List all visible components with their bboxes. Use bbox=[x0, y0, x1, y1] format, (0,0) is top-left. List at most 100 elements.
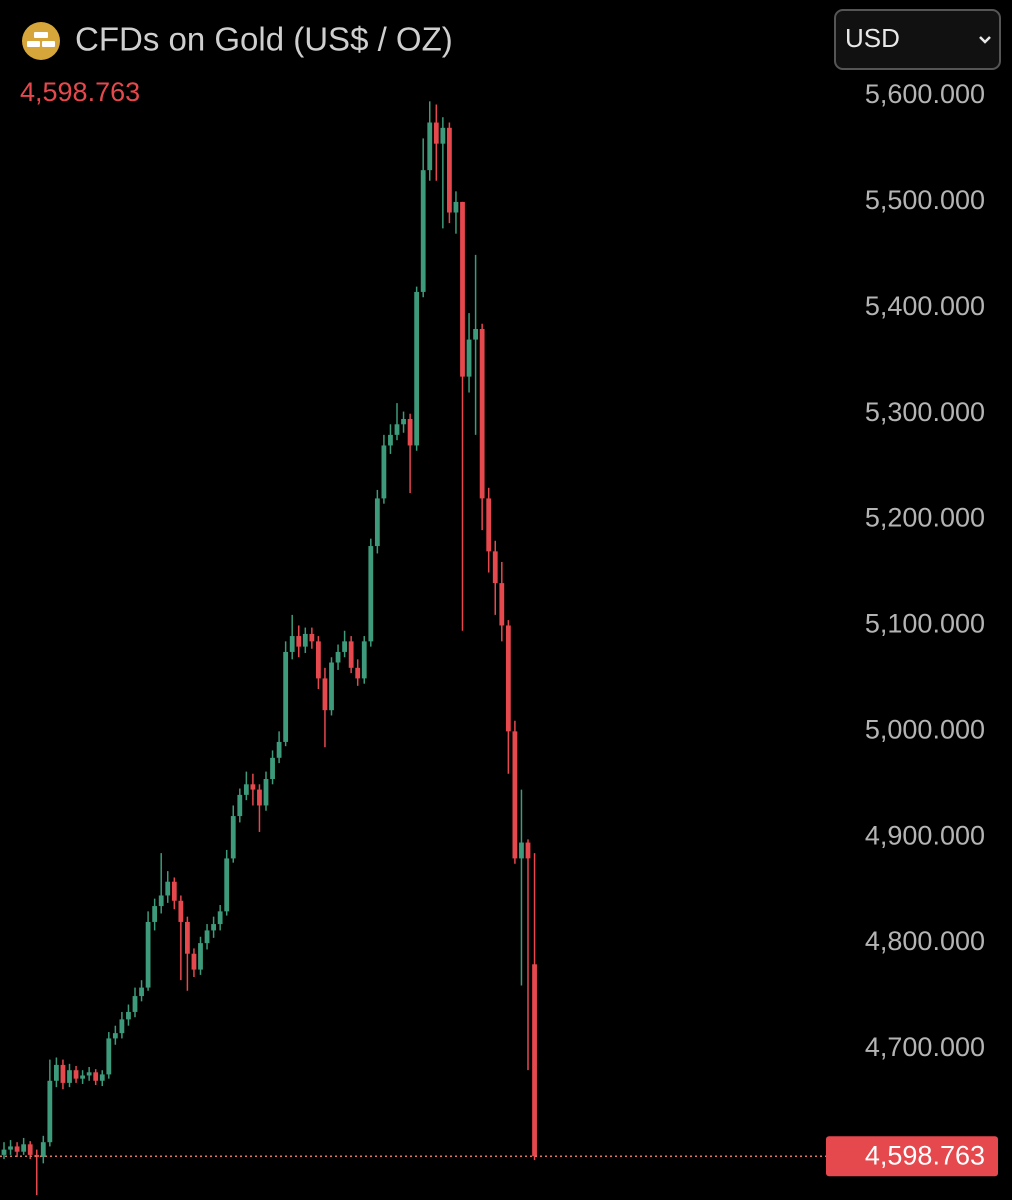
y-tick-label: 5,400.000 bbox=[865, 291, 985, 321]
candle-body bbox=[27, 1144, 33, 1155]
candle-body bbox=[433, 122, 439, 144]
candle-body bbox=[460, 201, 465, 377]
candle-body bbox=[329, 662, 334, 711]
candle-body bbox=[152, 906, 158, 922]
candle-body bbox=[178, 900, 184, 922]
candle-body bbox=[368, 546, 374, 642]
currency-selector[interactable]: USD bbox=[834, 9, 1001, 70]
candle-body bbox=[80, 1075, 85, 1079]
currency-label[interactable]: USD bbox=[845, 23, 900, 53]
candle-body bbox=[67, 1070, 72, 1083]
candle-body bbox=[309, 633, 315, 642]
candle-body bbox=[414, 291, 420, 446]
y-tick-label: 4,700.000 bbox=[865, 1032, 985, 1062]
candle-body bbox=[407, 418, 413, 446]
candle-body bbox=[486, 498, 492, 552]
candle-body bbox=[119, 1019, 125, 1034]
candle-body bbox=[499, 583, 505, 626]
candle-body bbox=[191, 953, 197, 970]
candle-body bbox=[401, 418, 406, 425]
candle-body bbox=[289, 636, 295, 652]
candle-body bbox=[21, 1144, 27, 1152]
candle-body bbox=[466, 339, 472, 377]
candle-body bbox=[132, 996, 138, 1012]
candle-body bbox=[158, 895, 164, 907]
candle-body bbox=[171, 881, 177, 901]
last-price-box bbox=[826, 1136, 998, 1177]
candle-body bbox=[217, 911, 223, 925]
candle-body bbox=[420, 170, 426, 292]
candle-body bbox=[342, 641, 347, 652]
y-tick-label: 5,300.000 bbox=[865, 397, 985, 427]
candle-body bbox=[348, 641, 354, 668]
candle-body bbox=[512, 731, 518, 859]
candle-body bbox=[322, 678, 328, 711]
y-tick-label: 4,800.000 bbox=[865, 926, 985, 956]
candle-body bbox=[99, 1074, 105, 1081]
candle-body bbox=[112, 1033, 118, 1039]
candle-body bbox=[185, 921, 190, 954]
candle-body bbox=[525, 842, 531, 859]
candle-body bbox=[257, 789, 262, 806]
candle-body bbox=[302, 633, 308, 647]
candle-body bbox=[532, 964, 537, 1157]
candle-body bbox=[73, 1070, 79, 1079]
candle-body bbox=[14, 1146, 20, 1152]
candle-body bbox=[230, 816, 236, 859]
candle-body bbox=[473, 328, 478, 340]
candle-body bbox=[276, 741, 282, 758]
gold-icon bbox=[22, 22, 60, 60]
current-price: 4,598.763 bbox=[20, 77, 140, 107]
candle-body bbox=[40, 1142, 46, 1158]
candle-body bbox=[263, 778, 269, 806]
chart-title: CFDs on Gold (US$ / OZ) bbox=[75, 21, 453, 58]
candle-body bbox=[479, 328, 485, 499]
candle-body bbox=[60, 1064, 66, 1083]
candle-body bbox=[204, 930, 210, 944]
candle-body bbox=[296, 636, 302, 647]
y-tick-label: 4,900.000 bbox=[865, 820, 985, 850]
candle-body bbox=[361, 641, 367, 679]
y-tick-label: 5,500.000 bbox=[865, 185, 985, 215]
candle-body bbox=[453, 201, 459, 213]
candle-body bbox=[8, 1146, 13, 1150]
candle-body bbox=[250, 784, 256, 790]
candle-body bbox=[224, 858, 230, 912]
candle-body bbox=[47, 1080, 53, 1143]
candle-body bbox=[270, 757, 275, 779]
candle-body bbox=[1, 1149, 7, 1155]
candle-body bbox=[355, 667, 361, 679]
candle-body bbox=[447, 127, 452, 213]
candle-body bbox=[492, 551, 498, 584]
candle-body bbox=[198, 943, 203, 970]
candle-body bbox=[86, 1072, 92, 1076]
y-tick-label: 5,200.000 bbox=[865, 503, 985, 533]
candle-body bbox=[388, 434, 393, 446]
candle-body bbox=[427, 122, 433, 171]
candle-body bbox=[394, 424, 400, 435]
candle-body bbox=[381, 445, 387, 499]
candle-body bbox=[505, 625, 511, 732]
y-tick-label: 5,100.000 bbox=[865, 609, 985, 639]
candles bbox=[1, 101, 537, 1196]
candle-body bbox=[145, 921, 151, 988]
candle-body bbox=[335, 651, 341, 663]
candle-body bbox=[519, 842, 524, 859]
last-price-label: 4,598.763 bbox=[865, 1140, 985, 1170]
candle-body bbox=[440, 127, 446, 144]
candle-body bbox=[165, 881, 171, 896]
candle-body bbox=[283, 651, 289, 742]
candle-body bbox=[139, 987, 144, 997]
candle-body bbox=[316, 641, 321, 679]
candle-body bbox=[211, 924, 216, 931]
candle-body bbox=[243, 784, 249, 795]
y-tick-label: 5,000.000 bbox=[865, 714, 985, 744]
candle-body bbox=[374, 498, 380, 547]
candle-body bbox=[237, 794, 243, 817]
candle-body bbox=[106, 1038, 112, 1075]
candle-body bbox=[54, 1064, 59, 1081]
candle-body bbox=[126, 1011, 131, 1020]
y-tick-label: 5,600.000 bbox=[865, 79, 985, 109]
